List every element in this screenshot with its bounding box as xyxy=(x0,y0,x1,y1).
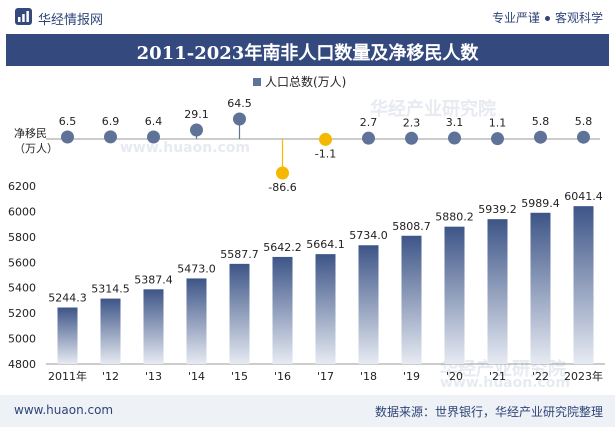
population-bar xyxy=(100,298,121,364)
watermark: 华经产业研究院 xyxy=(370,99,496,120)
migration-value-label: -1.1 xyxy=(315,147,336,160)
migration-value-label: 2.7 xyxy=(360,116,378,129)
population-bar xyxy=(57,307,78,364)
tagline: 专业严谨 客观科学 xyxy=(492,9,603,26)
migration-value-label: 3.1 xyxy=(446,116,464,129)
x-tick-label: '21 xyxy=(489,370,506,383)
population-bar xyxy=(229,263,250,364)
upper-y-label-line1: 净移民 xyxy=(14,126,47,140)
tagline-left: 专业严谨 xyxy=(491,11,540,25)
brand-name: 华经情报网 xyxy=(38,13,104,28)
population-value-label: 5473.0 xyxy=(177,262,216,275)
population-bars: 5244.3 5314.5 5387.4 5473.0 5587.7 5642.2 5664… xyxy=(48,190,603,364)
y-tick-label: 5000 xyxy=(8,333,36,346)
migration-value-label: 6.9 xyxy=(102,115,120,128)
migration-marker xyxy=(405,131,418,145)
y-tick-label: 5600 xyxy=(8,256,36,269)
population-value-label: 5808.7 xyxy=(392,220,431,233)
migration-marker xyxy=(61,130,74,144)
y-tick-label: 5200 xyxy=(8,307,36,320)
population-value-label: 5989.4 xyxy=(521,197,560,210)
y-tick-label: 4800 xyxy=(8,358,36,371)
x-tick-label: '17 xyxy=(317,370,334,383)
x-tick-label: '18 xyxy=(360,370,377,383)
tagline-right: 客观科学 xyxy=(554,11,603,25)
migration-marker xyxy=(233,112,246,126)
x-axis: 2011年 '12 '13 '14 '15 '16 '17 '18 '19 '20 '21 '22 20… xyxy=(48,369,603,383)
population-bar xyxy=(530,212,551,364)
chart-title: 2011-2023年南非人口数量及净移民人数 xyxy=(136,43,479,64)
y-tick-label: 5800 xyxy=(8,231,36,244)
footer-source: 数据来源：世界银行，华经产业研究院整理 xyxy=(374,405,603,419)
tagline-separator-dot xyxy=(544,16,550,21)
legend: 人口总数(万人) xyxy=(253,74,346,89)
population-bar xyxy=(272,256,293,364)
population-value-label: 5939.2 xyxy=(478,203,517,216)
population-bar xyxy=(401,235,422,364)
population-value-label: 5314.5 xyxy=(91,283,130,296)
migration-marker xyxy=(147,130,160,144)
migration-value-label: 5.8 xyxy=(532,115,550,128)
migration-marker xyxy=(534,130,547,144)
population-value-label: 5642.2 xyxy=(263,241,302,254)
migration-marker xyxy=(104,130,117,144)
x-tick-label: '14 xyxy=(188,370,205,383)
migration-marker xyxy=(577,130,590,144)
x-tick-label: 2011年 xyxy=(48,369,87,383)
y-tick-label: 6000 xyxy=(8,205,36,218)
y-tick-label: 6200 xyxy=(8,180,36,193)
watermark: www.huaon.com xyxy=(120,140,251,156)
migration-lollipops: 6.5 6.9 6.4 29.1 64.5 -86.6 -1.1 2.7 2.3 3.1 1.1 5.… xyxy=(59,97,593,194)
population-bar xyxy=(186,278,207,364)
migration-marker xyxy=(448,131,461,145)
top-bar: 华经情报网 专业严谨 客观科学 xyxy=(0,0,615,34)
x-tick-label: '16 xyxy=(274,370,291,383)
population-value-label: 5880.2 xyxy=(435,211,474,224)
footer-website: www.huaon.com xyxy=(14,403,114,417)
chart-area: 人口总数(万人) 净移民 （万人） 4800 5000 5200 5400 5600 58… xyxy=(8,74,605,383)
migration-value-label: 29.1 xyxy=(184,108,209,121)
population-value-label: 5664.1 xyxy=(306,238,345,251)
legend-swatch xyxy=(253,78,261,86)
population-value-label: 6041.4 xyxy=(564,190,603,203)
migration-marker xyxy=(319,132,332,146)
population-bar xyxy=(573,206,594,364)
x-tick-label: '15 xyxy=(231,370,248,383)
migration-marker xyxy=(362,131,375,145)
watermark: www.huaon.com xyxy=(440,375,571,391)
x-tick-label: '22 xyxy=(532,370,549,383)
x-tick-label: '12 xyxy=(102,370,119,383)
y-tick-label: 5400 xyxy=(8,282,36,295)
migration-marker xyxy=(491,132,504,146)
migration-value-label: 6.4 xyxy=(145,115,163,128)
upper-y-label-line2: （万人） xyxy=(14,142,58,155)
migration-value-label: -86.6 xyxy=(268,181,296,194)
migration-marker xyxy=(190,123,203,137)
migration-value-label: 2.3 xyxy=(403,116,421,129)
migration-value-label: 6.5 xyxy=(59,115,77,128)
population-bar xyxy=(358,245,379,364)
x-tick-label: '13 xyxy=(145,370,162,383)
footer: www.huaon.com 数据来源：世界银行，华经产业研究院整理 xyxy=(0,395,615,427)
x-tick-label: '20 xyxy=(446,370,463,383)
migration-value-label: 64.5 xyxy=(227,97,252,110)
title-bar: 2011-2023年南非人口数量及净移民人数 xyxy=(6,34,609,66)
population-bar xyxy=(444,226,465,364)
migration-marker xyxy=(276,166,289,180)
x-tick-label: 2023年 xyxy=(564,369,603,383)
logo-icon xyxy=(15,8,32,25)
migration-value-label: 1.1 xyxy=(489,117,507,130)
population-bar xyxy=(315,254,336,364)
legend-label: 人口总数(万人) xyxy=(265,74,346,89)
population-value-label: 5387.4 xyxy=(134,273,173,286)
population-value-label: 5734.0 xyxy=(349,229,388,242)
population-value-label: 5587.7 xyxy=(220,248,259,261)
migration-value-label: 5.8 xyxy=(575,115,593,128)
population-value-label: 5244.3 xyxy=(48,292,87,305)
x-tick-label: '19 xyxy=(403,370,420,383)
population-bar xyxy=(487,219,508,364)
population-bar xyxy=(143,289,164,364)
